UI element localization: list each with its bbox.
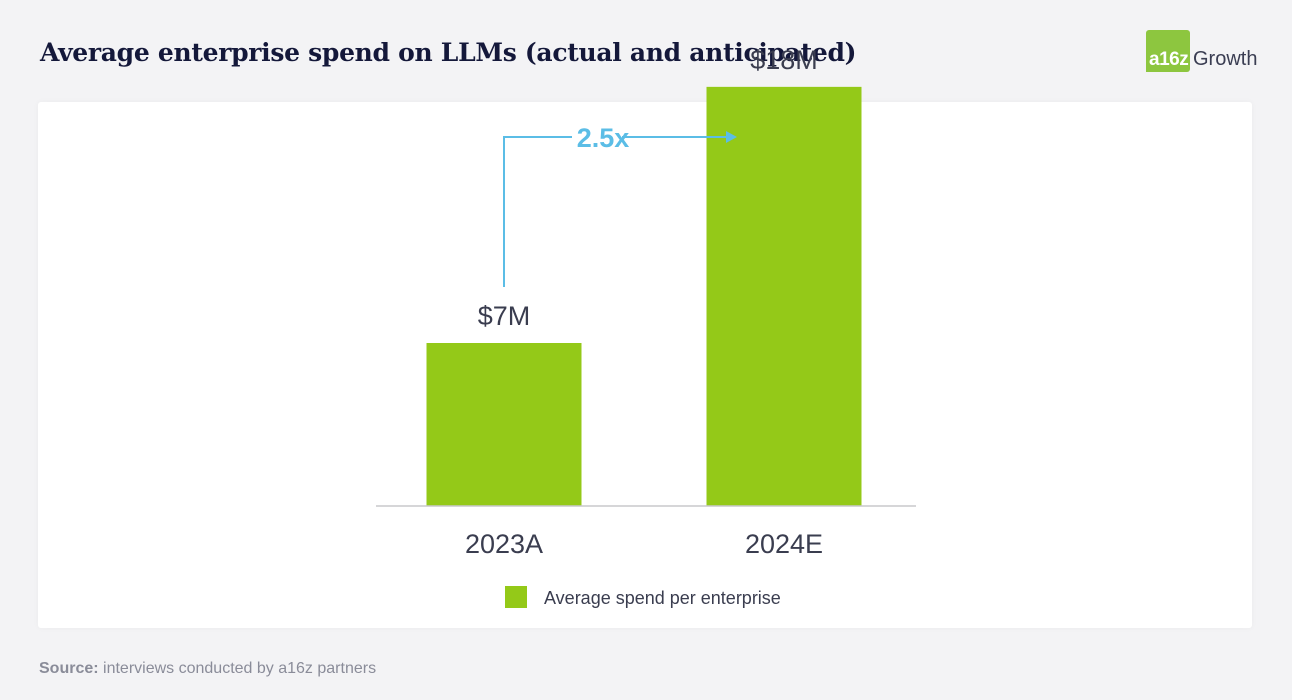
logo-mark: a16z: [1146, 30, 1190, 72]
chart-card: [38, 102, 1252, 628]
legend-swatch: [505, 586, 527, 608]
tick-label-2023A: 2023A: [465, 529, 543, 559]
source-label: Source:: [39, 660, 99, 677]
logo-mark-text: a16z: [1149, 49, 1189, 70]
data-label-2023A: $7M: [478, 301, 531, 331]
annotation-arrowhead: [726, 131, 737, 143]
data-label-2024E: $18M: [750, 45, 818, 75]
tick-label-2024E: 2024E: [745, 529, 823, 559]
source-note: Source: interviews conducted by a16z par…: [39, 660, 376, 678]
source-text: interviews conducted by a16z partners: [98, 660, 377, 677]
legend-label: Average spend per enterprise: [544, 588, 781, 608]
bar-2023A: [426, 343, 582, 506]
chart-title: Average enterprise spend on LLMs (actual…: [40, 38, 857, 67]
annotation-label: 2.5x: [577, 123, 630, 153]
a16z-growth-logo: a16z Growth: [1146, 30, 1257, 72]
annotation-arrow-left: [503, 136, 572, 287]
bar-2024E: [706, 86, 862, 506]
logo-text: Growth: [1193, 48, 1258, 70]
